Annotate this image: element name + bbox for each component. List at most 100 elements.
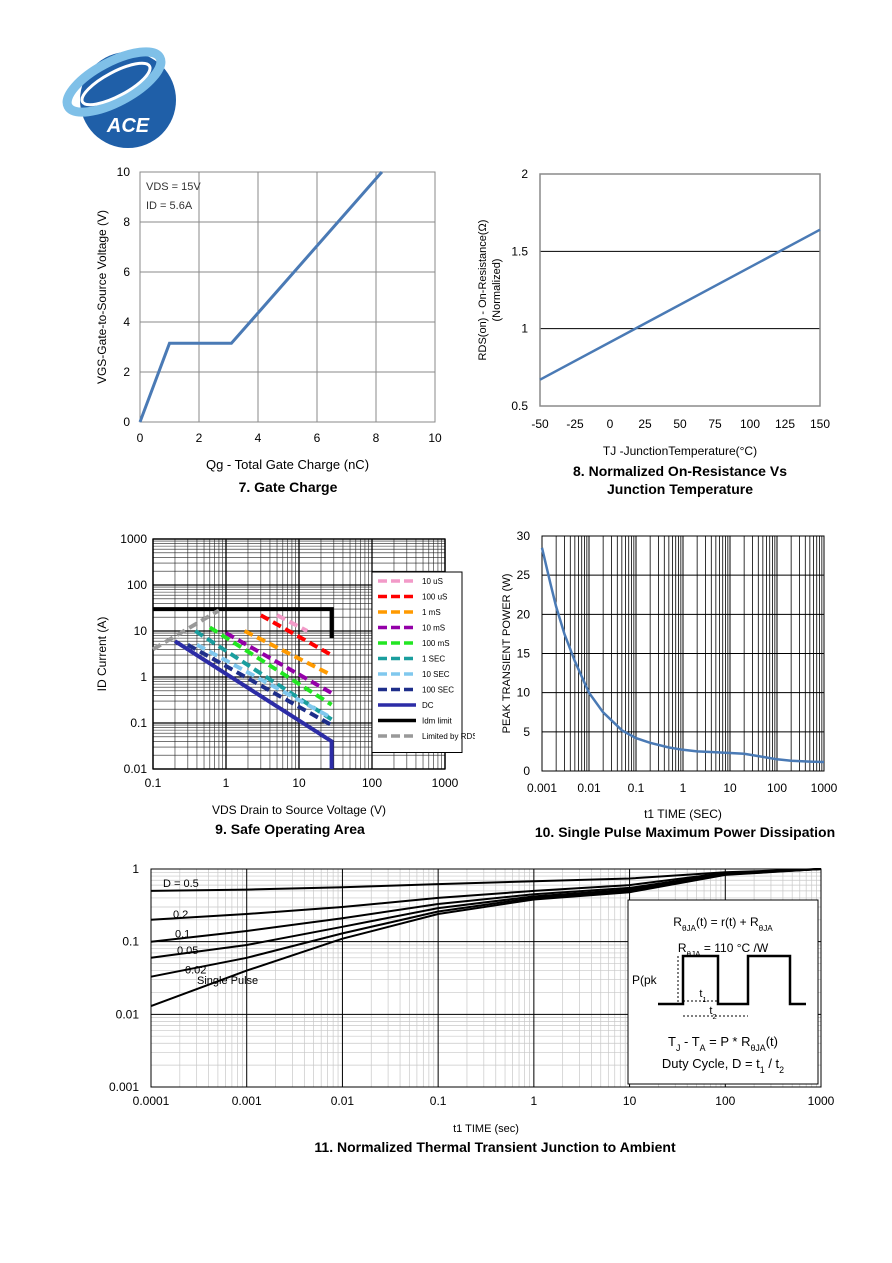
inset-box (627, 899, 819, 1085)
y-tick-label: 2 (123, 365, 130, 379)
y-axis-label: VGS-Gate-to-Source Voltage (V) (95, 210, 109, 384)
thermal-curve (150, 868, 822, 921)
series-label: 0.02 (185, 965, 206, 977)
power-dissipation-chart: 0.001 0.01 0.1 1 10 100 1000 0 5 10 15 20 25 30 t1 TIM… (501, 529, 838, 821)
x-tick-label: 125 (775, 417, 795, 431)
text-span: θJA (687, 950, 702, 959)
on-resistance-caption-line2: Junction Temperature (607, 481, 753, 497)
gate-charge-chart: 0 2 4 6 8 10 0 2 4 6 8 10 Qg - Total Gate Charge (nC… (95, 165, 442, 472)
y-tick-label: 25 (517, 568, 531, 582)
plot-frame (541, 535, 825, 772)
x-tick-label: 1000 (808, 1094, 835, 1108)
text-span: - T (680, 1034, 699, 1049)
soa-series-line (276, 613, 309, 633)
series-label: 0.05 (177, 945, 198, 957)
y-tick-label: 30 (517, 529, 531, 543)
x-tick-label: 1000 (811, 781, 838, 795)
x-tick-label: 150 (810, 417, 830, 431)
legend-label: 10 mS (422, 624, 445, 633)
text-span: R (673, 915, 682, 929)
logo-swoosh (62, 47, 166, 117)
x-tick-label: 0.01 (331, 1094, 355, 1108)
thermal-curve (150, 868, 822, 1008)
x-tick-label: 0 (137, 431, 144, 445)
on-resistance-curve (539, 228, 821, 381)
y-tick-label: 20 (517, 607, 531, 621)
text-span: / t (765, 1056, 780, 1071)
x-tick-label: 10 (292, 776, 306, 790)
x-tick-label: 1000 (432, 776, 459, 790)
x-tick-label: 0.1 (628, 781, 645, 795)
series-label: D = 0.5 (163, 878, 199, 890)
x-tick-label: 0.001 (527, 781, 557, 795)
soa-series-line (151, 608, 220, 652)
x-axis-label: VDS Drain to Source Voltage (V) (212, 803, 386, 817)
power-caption: 10. Single Pulse Maximum Power Dissipati… (534, 824, 836, 840)
text-span: t (709, 1005, 712, 1017)
x-tick-label: 10 (428, 431, 442, 445)
y-tick-label: 10 (134, 624, 148, 638)
text-span: 2 (779, 1065, 784, 1075)
text-span: θJA (682, 924, 697, 933)
legend-label: Limited by RDS (422, 732, 475, 741)
y-tick-label: 0.5 (511, 399, 528, 413)
power-curve (540, 547, 825, 764)
text-span: (t) (766, 1034, 778, 1049)
plot-frame (150, 868, 822, 1088)
text-span: = P * R (706, 1034, 751, 1049)
y-tick-label: 0.1 (130, 716, 147, 730)
x-tick-label: 6 (314, 431, 321, 445)
series-label: Single Pulse (197, 975, 258, 987)
text-span: θJA (750, 1043, 765, 1053)
x-tick-label: 100 (767, 781, 787, 795)
y-tick-label: 15 (517, 647, 531, 661)
logo-swoosh-inner (80, 61, 152, 107)
annotation-vds: VDS = 15V (146, 181, 201, 193)
y-tick-label: 0.01 (116, 1007, 140, 1021)
y-tick-label: 1 (132, 862, 139, 876)
x-tick-label: 0.01 (577, 781, 601, 795)
t1-label: t1 (699, 988, 706, 1004)
text-span: T (668, 1034, 676, 1049)
x-tick-label: 100 (740, 417, 760, 431)
thermal-caption: 11. Normalized Thermal Transient Junctio… (314, 1139, 676, 1155)
text-span: Duty Cycle, D = t (662, 1056, 760, 1071)
x-tick-label: 10 (723, 781, 737, 795)
x-tick-label: 4 (255, 431, 262, 445)
on-resistance-caption: 8. Normalized On-Resistance Vs Junction … (520, 462, 840, 498)
x-tick-label: 1 (680, 781, 687, 795)
text-span: J (676, 1043, 680, 1053)
text-span: A (700, 1043, 706, 1053)
text-span: = 110 °C /W (701, 941, 769, 955)
x-tick-label: 1 (223, 776, 230, 790)
y-tick-label: 0.001 (109, 1080, 139, 1094)
ace-logo-icon: ACE (62, 47, 176, 148)
legend-label: 10 SEC (422, 670, 450, 679)
text-span: 1 (702, 995, 706, 1004)
y-axis-label: PEAK TRANSIENT POWER (W) (501, 574, 513, 734)
soa-series-line (153, 607, 334, 639)
y-tick-label: 10 (117, 165, 131, 179)
legend-label: DC (422, 701, 434, 710)
y-tick-label: 0 (523, 764, 530, 778)
inset-formula-line1: RθJA(t) = r(t) + RθJA (673, 915, 773, 933)
annotation-id: ID = 5.6A (146, 200, 193, 212)
y-tick-label: 2 (521, 167, 528, 181)
legend-label: 1 SEC (422, 655, 445, 664)
x-tick-label: -25 (566, 417, 584, 431)
soa-series-line (208, 625, 333, 707)
x-tick-label: 0.001 (232, 1094, 262, 1108)
y-axis-label: ID Current (A) (95, 617, 109, 692)
x-axis-label: t1 TIME (sec) (453, 1123, 519, 1135)
soa-series-line (225, 631, 333, 695)
text-span: R (678, 941, 687, 955)
on-resistance-chart: -50 -25 0 25 50 75 100 125 150 0.5 1 1.5 2 TJ -Juncti… (477, 167, 830, 458)
text-span: 1 (760, 1065, 765, 1075)
x-axis-label: t1 TIME (SEC) (644, 807, 722, 821)
x-tick-label: 8 (373, 431, 380, 445)
soa-series-line (243, 629, 333, 677)
x-tick-label: -50 (531, 417, 549, 431)
